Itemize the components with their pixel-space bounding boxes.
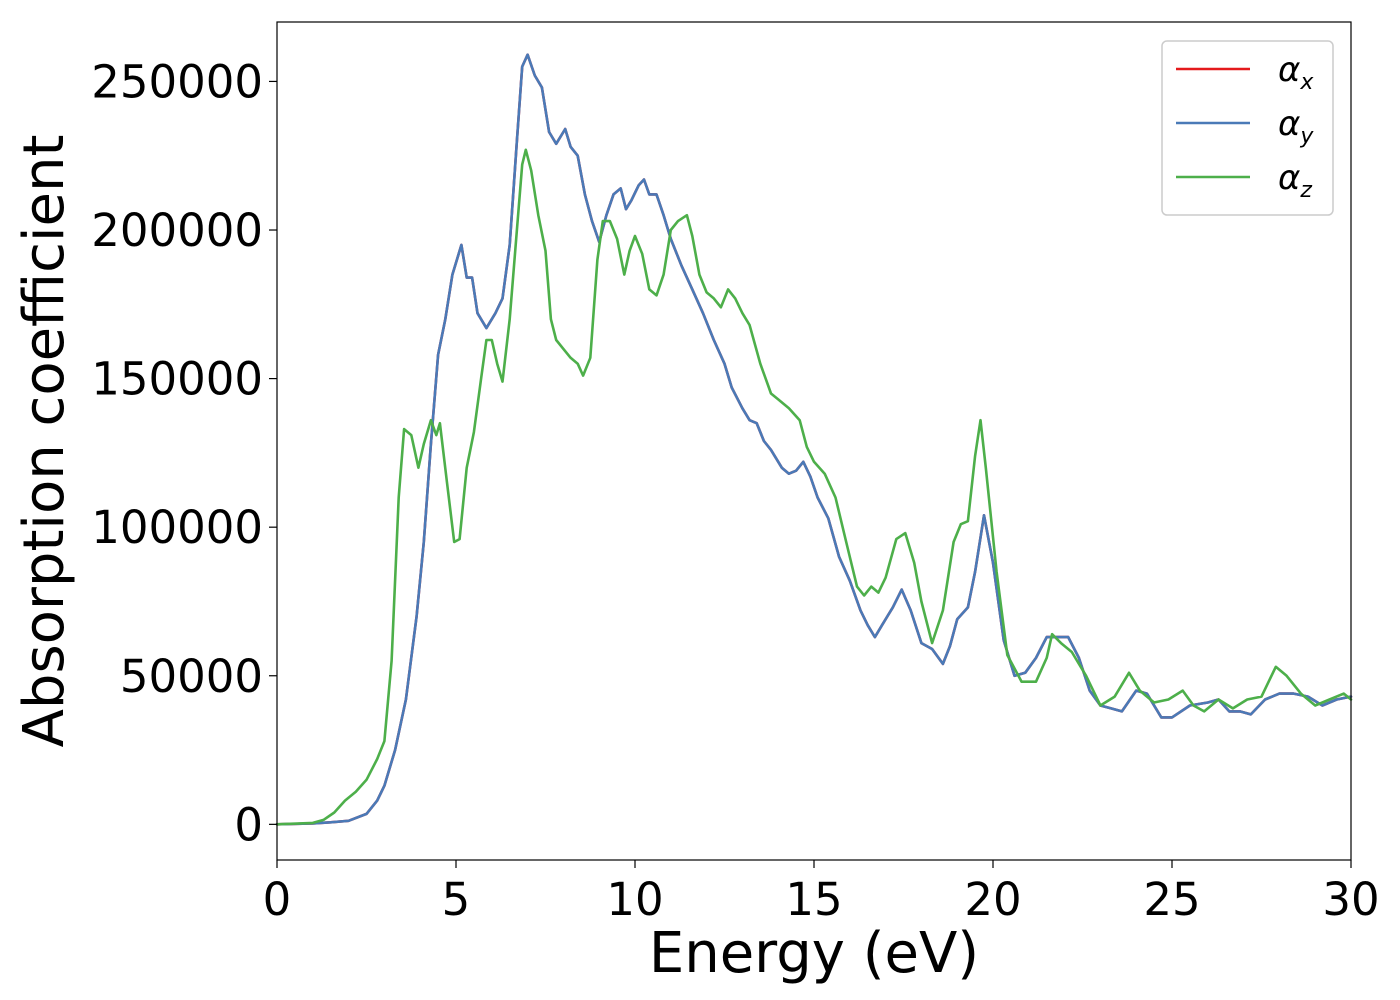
x-axis-title: Energy (eV) bbox=[649, 921, 979, 986]
y-axis-title: Absorption coefficient bbox=[12, 135, 77, 748]
x-tick-label: 30 bbox=[1322, 873, 1379, 926]
x-tick-label: 20 bbox=[964, 873, 1021, 926]
y-tick-label: 0 bbox=[234, 798, 263, 851]
series-layer bbox=[275, 53, 1353, 826]
legend-label-x: αx bbox=[1278, 50, 1314, 95]
y-axis: 0 50000 100000 150000 200000 250000 bbox=[91, 55, 277, 851]
legend-box bbox=[1161, 40, 1334, 216]
x-tick-label: 10 bbox=[606, 873, 663, 926]
x-axis: 0 5 10 15 20 25 30 bbox=[263, 860, 1380, 926]
y-tick-label: 250000 bbox=[91, 55, 263, 108]
x-tick-label: 0 bbox=[263, 873, 292, 926]
series-line-z bbox=[275, 148, 1353, 826]
x-tick-label: 15 bbox=[785, 873, 842, 926]
y-tick-label: 200000 bbox=[91, 204, 263, 257]
y-tick-label: 150000 bbox=[91, 353, 263, 406]
y-tick-label: 100000 bbox=[91, 501, 263, 554]
y-tick-label: 50000 bbox=[120, 650, 263, 703]
x-tick-label: 25 bbox=[1143, 873, 1200, 926]
legend-label-y: αy bbox=[1278, 104, 1314, 149]
legend-label-z: αz bbox=[1278, 158, 1312, 203]
legend: αx αy αz bbox=[1161, 40, 1334, 216]
x-tick-label: 5 bbox=[442, 873, 471, 926]
series-line-y bbox=[275, 53, 1353, 826]
